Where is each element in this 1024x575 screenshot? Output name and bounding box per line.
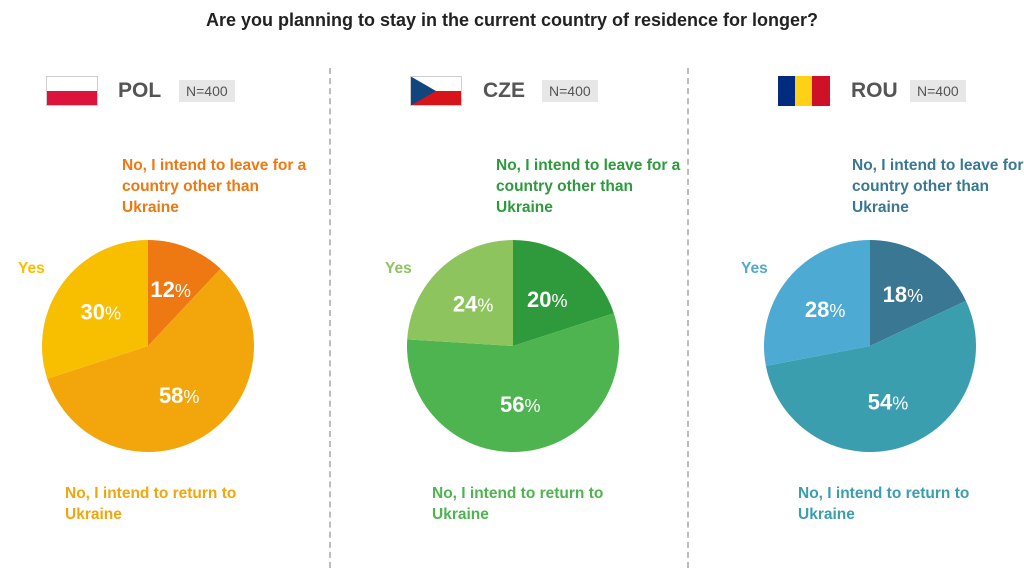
label-return: No, I intend to return to Ukraine: [798, 485, 970, 523]
pie-slice-label: 56%: [500, 392, 541, 417]
country-code: POL: [118, 79, 162, 102]
pie-slice-label: 54%: [868, 389, 909, 414]
romania-flag-icon: [778, 76, 830, 106]
poland-flag-icon: [46, 76, 98, 106]
panel-pol: POL N=400 No, I intend to leave for a co…: [0, 0, 330, 575]
pie-slice-label: 20%: [527, 287, 568, 312]
panel-rou: ROU N=400 No, I intend to leave for a co…: [694, 0, 1024, 575]
pie-slice-return: [47, 268, 255, 453]
divider: [329, 68, 331, 568]
sample-size-badge: N=400: [179, 80, 235, 102]
divider: [687, 68, 689, 568]
sample-size-badge: N=400: [542, 80, 598, 102]
country-code: ROU: [851, 79, 898, 102]
pie-slice-label: 58%: [159, 383, 200, 408]
pie-chart: 12% 58% 30%: [42, 240, 255, 453]
pie-slice-leave: [513, 240, 614, 346]
pie-slice-yes: [407, 240, 513, 346]
pie-chart: 20% 56% 24%: [407, 240, 620, 453]
pie-slice-label: 30%: [81, 300, 122, 325]
sample-size-badge: N=400: [910, 80, 966, 102]
label-leave: No, I intend to leave for a country othe…: [852, 157, 1024, 216]
label-yes: Yes: [18, 260, 45, 277]
label-return: No, I intend to return to Ukraine: [65, 485, 237, 523]
pie-slice-leave: [148, 240, 221, 346]
label-yes: Yes: [741, 260, 768, 277]
label-leave: No, I intend to leave for a country othe…: [122, 157, 307, 216]
pie-slice-label: 18%: [883, 282, 924, 307]
label-return: No, I intend to return to Ukraine: [432, 485, 604, 523]
panel-cze: CZE N=400 No, I intend to leave for a co…: [343, 0, 680, 575]
pie-slice-yes: [764, 240, 870, 366]
czech-flag-icon: [410, 76, 462, 106]
country-code: CZE: [483, 79, 525, 102]
pie-slice-label: 28%: [805, 297, 846, 322]
label-yes: Yes: [385, 260, 412, 277]
pie-chart: 18% 54% 28%: [764, 240, 977, 453]
pie-slice-label: 12%: [150, 277, 191, 302]
pie-slice-label: 24%: [453, 292, 494, 317]
pie-slice-leave: [870, 240, 966, 346]
pie-slice-return: [407, 313, 620, 453]
pie-slice-yes: [42, 240, 148, 379]
label-leave: No, I intend to leave for a country othe…: [496, 157, 681, 216]
chart-title: Are you planning to stay in the current …: [205, 10, 819, 30]
pie-slice-return: [765, 300, 977, 453]
